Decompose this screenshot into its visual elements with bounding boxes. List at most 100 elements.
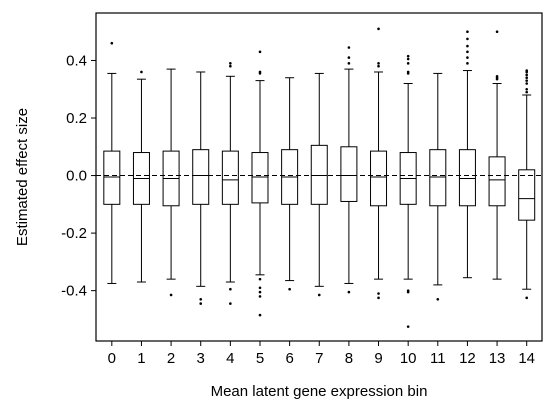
- outlier-point: [525, 82, 529, 85]
- outlier-point: [377, 292, 380, 295]
- outlier-point: [347, 62, 351, 65]
- outlier-point: [258, 277, 262, 281]
- x-tick-label: 2: [167, 350, 175, 367]
- box: [458, 149, 476, 207]
- outlier-point: [199, 297, 203, 301]
- x-tick-label: 4: [226, 350, 234, 367]
- outlier-point: [406, 54, 410, 58]
- outlier-point: [229, 287, 232, 291]
- outlier-point: [406, 57, 410, 61]
- y-tick-label: 0.4: [66, 52, 87, 69]
- y-tick-label: 0.0: [66, 168, 87, 185]
- box-group-7: [310, 72, 328, 297]
- box-group-14: [518, 69, 536, 300]
- x-tick-label: 13: [489, 350, 506, 367]
- y-axis: -0.4 -0.2 0.0 0.2 0.4: [61, 52, 96, 300]
- box: [429, 149, 447, 207]
- box-group-10: [399, 54, 417, 328]
- outlier-point: [258, 286, 262, 290]
- outlier-point: [466, 37, 469, 41]
- outlier-point: [229, 64, 232, 68]
- x-tick-label: 0: [108, 350, 116, 367]
- box: [221, 150, 239, 205]
- y-tick-label: 0.2: [66, 110, 87, 127]
- y-tick-label: -0.4: [61, 283, 87, 300]
- outlier-point: [525, 73, 529, 77]
- box-group-11: [429, 72, 447, 301]
- outlier-point: [377, 62, 380, 65]
- x-axis-title: Mean latent gene expression bin: [211, 383, 428, 400]
- box-group-6: [281, 77, 299, 291]
- x-axis: 0 1 2 3 4 5 6 7 8 9 10 11 12 13 14: [108, 341, 535, 367]
- box-group-5: [251, 50, 269, 317]
- x-tick-label: 9: [374, 350, 382, 367]
- outlier-point: [525, 79, 529, 82]
- box: [488, 156, 506, 207]
- outlier-point: [466, 30, 469, 34]
- plot-marks: [96, 27, 542, 328]
- outlier-point: [110, 41, 114, 45]
- outlier-point: [466, 44, 469, 48]
- outlier-point: [288, 287, 291, 291]
- box-group-12: [458, 30, 476, 279]
- outlier-point: [525, 296, 529, 300]
- outlier-point: [406, 70, 410, 74]
- outlier-point: [377, 27, 380, 31]
- box-group-2: [162, 68, 180, 297]
- x-tick-label: 11: [430, 350, 446, 367]
- x-tick-label: 1: [137, 350, 145, 367]
- outlier-point: [140, 70, 143, 74]
- outlier-point: [525, 90, 529, 94]
- outlier-point: [258, 50, 262, 54]
- outlier-point: [525, 69, 529, 72]
- outlier-point: [466, 56, 469, 59]
- x-tick-label: 3: [197, 350, 205, 367]
- outlier-point: [317, 293, 321, 297]
- outlier-point: [258, 70, 262, 74]
- outlier-point: [199, 302, 203, 305]
- y-axis-title: Estimated effect size: [14, 108, 31, 246]
- outlier-point: [258, 313, 262, 317]
- box-group-1: [132, 70, 150, 283]
- outlier-point: [258, 290, 262, 294]
- box-group-4: [221, 62, 239, 305]
- outlier-point: [436, 297, 440, 301]
- box: [518, 169, 536, 221]
- box-group-0: [103, 41, 121, 284]
- outlier-point: [495, 30, 499, 34]
- outlier-point: [377, 296, 380, 300]
- outlier-point: [258, 295, 262, 298]
- outlier-point: [406, 62, 410, 65]
- outlier-point: [466, 50, 469, 54]
- outlier-point: [466, 62, 469, 65]
- outlier-point: [406, 325, 410, 328]
- outlier-point: [495, 74, 499, 78]
- outlier-point: [525, 76, 529, 80]
- box-group-8: [340, 46, 358, 294]
- outlier-point: [525, 87, 529, 91]
- outlier-point: [169, 293, 173, 297]
- box: [310, 144, 328, 205]
- box: [340, 146, 358, 202]
- box: [370, 150, 388, 207]
- x-tick-label: 7: [315, 350, 323, 367]
- outlier-point: [347, 46, 351, 49]
- outlier-point: [229, 62, 232, 65]
- box: [251, 152, 269, 204]
- outlier-point: [406, 290, 410, 294]
- box: [103, 150, 121, 205]
- x-tick-label: 5: [256, 350, 264, 367]
- box-group-13: [488, 30, 506, 280]
- y-tick-label: -0.2: [61, 225, 87, 242]
- outlier-point: [347, 56, 351, 59]
- x-tick-label: 14: [518, 350, 535, 367]
- x-tick-label: 8: [345, 350, 353, 367]
- box-group-9: [370, 27, 388, 300]
- box-group-3: [192, 71, 210, 305]
- outlier-point: [377, 64, 380, 68]
- box: [192, 149, 210, 205]
- outlier-point: [347, 290, 351, 294]
- outlier-point: [229, 302, 232, 305]
- x-tick-label: 10: [400, 350, 417, 367]
